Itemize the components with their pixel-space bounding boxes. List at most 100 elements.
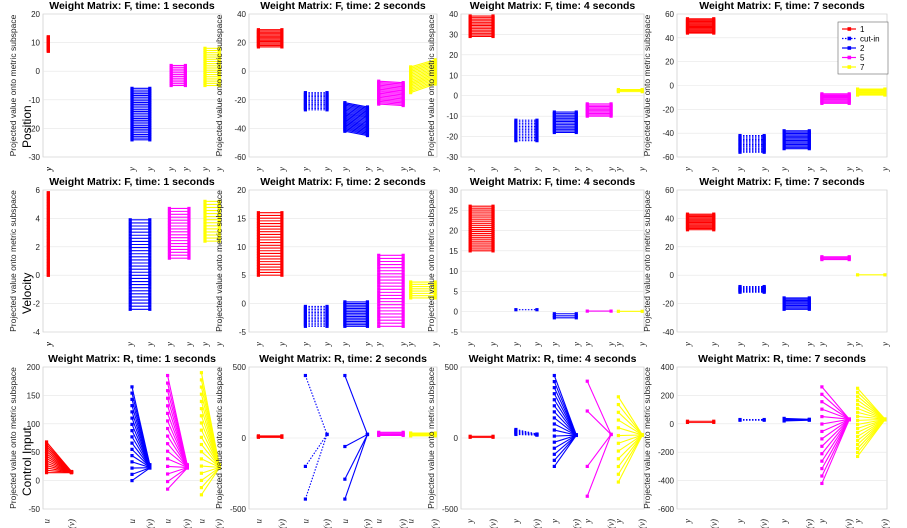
series-line: [617, 435, 643, 475]
series-line: [344, 126, 368, 133]
x-tick-label: y: [613, 342, 623, 347]
y-tick-label: 0: [242, 300, 247, 309]
x-tick-label: y: [571, 342, 581, 347]
data-point: [820, 481, 824, 486]
data-point: [148, 95, 152, 99]
data-point: [377, 296, 381, 301]
data-point: [46, 199, 50, 203]
data-point: [148, 97, 152, 101]
data-point: [365, 310, 370, 314]
data-point: [256, 28, 260, 32]
series-line: [201, 451, 220, 468]
data-point: [820, 414, 824, 419]
y-tick-label: -500: [442, 505, 459, 514]
data-point: [148, 233, 152, 237]
data-point: [256, 232, 260, 237]
series-cut-in: [514, 308, 539, 312]
x-tick-label: u: [253, 519, 263, 524]
y-tick-label: -5: [239, 328, 247, 337]
data-point: [343, 477, 347, 481]
data-point: [401, 275, 405, 279]
x-tick-label: y: [200, 342, 210, 347]
series-line: [410, 73, 436, 83]
y-axis-label: Projected value onto metric subspace: [214, 14, 224, 156]
x-tick-label: y: [853, 342, 863, 347]
data-point: [217, 48, 221, 53]
data-point: [44, 463, 49, 468]
data-point: [148, 106, 152, 110]
y-tick-label: 0: [670, 271, 675, 280]
data-point: [616, 449, 620, 453]
data-point: [46, 205, 50, 209]
chart-title: Weight Matrix: F, time: 4 seconds: [470, 176, 636, 188]
x-tick-label: y: [571, 167, 581, 172]
data-point: [130, 86, 134, 90]
data-point: [148, 463, 152, 467]
series-line: [344, 125, 368, 132]
data-point: [167, 215, 171, 219]
data-point: [169, 63, 173, 68]
data-point: [46, 253, 50, 257]
data-point: [183, 63, 187, 68]
legend-label: 7: [860, 63, 865, 72]
data-point: [148, 264, 152, 268]
data-point: [782, 129, 786, 133]
data-point: [130, 102, 134, 106]
x-tick-text: y: [145, 167, 155, 172]
series-line: [821, 418, 850, 432]
data-point: [199, 471, 204, 475]
x-tick-label: y: [606, 167, 616, 172]
data-point: [128, 242, 132, 247]
x-tick-text: y: [488, 342, 498, 347]
data-point: [365, 321, 370, 325]
data-point: [166, 464, 170, 468]
x-tick-text: y: [43, 342, 53, 347]
data-point: [468, 220, 472, 224]
series-line: [857, 387, 886, 420]
x-tick-text: y: [709, 342, 719, 347]
x-tick-text: y: [184, 342, 194, 347]
data-point: [187, 247, 191, 251]
data-point: [46, 236, 50, 240]
data-point: [130, 111, 134, 115]
x-tick-label: y: [683, 342, 693, 347]
series-line: [553, 434, 577, 455]
x-tick-text: u: [127, 519, 137, 524]
data-point: [199, 378, 204, 382]
x-tick-label: h(v): [66, 519, 76, 528]
x-tick-label: y: [465, 342, 475, 347]
data-point: [128, 227, 132, 231]
x-tick-label: y: [43, 342, 53, 347]
y-tick-label: 50: [31, 448, 40, 457]
data-point: [166, 419, 170, 423]
data-point: [148, 125, 152, 130]
data-point: [183, 76, 187, 80]
x-tick-label: h(v): [214, 519, 224, 528]
data-point: [46, 35, 50, 39]
data-point: [616, 426, 620, 430]
data-point: [217, 51, 221, 55]
data-point: [46, 208, 50, 212]
data-point: [167, 206, 171, 211]
data-point: [46, 216, 50, 220]
data-point: [167, 250, 171, 254]
series-2: [343, 373, 370, 501]
x-tick-text: y: [200, 342, 210, 347]
data-point: [552, 458, 556, 462]
data-point: [343, 323, 347, 327]
data-point: [377, 79, 381, 83]
x-tick-label: y: [759, 342, 769, 347]
series-line: [618, 434, 643, 437]
data-point: [128, 283, 132, 287]
data-point: [303, 91, 307, 95]
x-tick-text: h(v): [709, 519, 719, 528]
series-line: [201, 467, 220, 488]
data-point: [203, 79, 207, 83]
series-line: [410, 60, 436, 69]
data-point: [148, 304, 152, 308]
data-point: [552, 379, 556, 384]
data-point: [574, 110, 578, 114]
y-axis-label: Projected value onto metric subspace: [8, 14, 18, 156]
data-point: [130, 447, 134, 451]
